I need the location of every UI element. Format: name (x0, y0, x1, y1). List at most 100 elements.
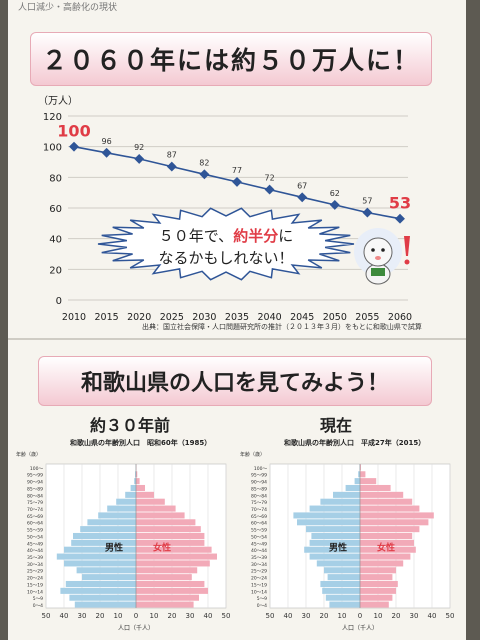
male-bar-5 (76, 567, 136, 574)
female-bar-16 (136, 491, 154, 498)
x-axis-label: 人口（千人） (118, 624, 154, 632)
male-label: 男性 (329, 541, 347, 553)
age-label: 0～4 (33, 603, 43, 609)
age-label: 65～69 (251, 514, 267, 520)
age-label: 95～99 (27, 473, 43, 479)
female-bar-9 (360, 539, 414, 546)
female-bar-18 (136, 478, 140, 485)
female-bar-6 (360, 560, 404, 567)
age-label: 25～29 (27, 569, 43, 575)
age-label: 100～ (254, 466, 268, 472)
age-label: 85～89 (251, 486, 267, 492)
data-point-2025 (166, 161, 177, 172)
age-label: 75～79 (27, 500, 43, 506)
callout-line1-start: ５０年で、 (159, 227, 233, 245)
x-tick-label: 10 (374, 612, 383, 620)
age-label: 15～19 (251, 582, 267, 588)
data-label-2040: 72 (265, 174, 275, 183)
y-tick-label: 80 (49, 173, 62, 184)
male-bar-0 (74, 601, 136, 608)
female-bar-16 (360, 491, 404, 498)
female-bar-17 (136, 484, 145, 492)
x-tick-label: 0 (358, 612, 362, 620)
pyramid-1985-title: 和歌山県の年齢別人口 昭和60年（1985） (70, 439, 212, 447)
female-bar-9 (136, 539, 205, 546)
male-bar-9 (309, 539, 360, 546)
section-divider (8, 338, 466, 340)
x-tick-label: 2055 (355, 312, 379, 323)
age-label: 100～ (30, 466, 44, 472)
male-bar-1 (325, 594, 360, 601)
age-label: 30～34 (27, 562, 43, 568)
female-bar-14 (360, 505, 420, 512)
x-tick-label: 50 (446, 612, 455, 620)
x-tick-label: 2035 (225, 312, 249, 323)
x-tick-label: 30 (186, 612, 195, 620)
male-bar-7 (56, 553, 136, 560)
male-bar-14 (309, 505, 360, 512)
female-bar-18 (360, 478, 377, 485)
x-tick-label: 20 (392, 612, 401, 620)
male-label: 男性 (105, 541, 123, 553)
y-tick-label: 120 (43, 112, 62, 123)
female-bar-13 (360, 512, 434, 519)
male-bar-18 (354, 478, 360, 485)
mascot-eye-left (371, 248, 375, 252)
data-label-2020: 92 (134, 143, 144, 152)
female-bar-0 (360, 601, 389, 608)
x-tick-label: 0 (134, 612, 138, 620)
mascot-mouth (375, 256, 381, 260)
callout-highlight: 約半分 (233, 227, 278, 245)
female-bar-19 (360, 471, 366, 478)
x-tick-label: 10 (150, 612, 159, 620)
x-tick-label: 2060 (388, 312, 412, 323)
y-axis-label: （万人） (38, 95, 78, 107)
age-label: 0～4 (257, 603, 267, 609)
age-label: 5～9 (257, 596, 267, 602)
female-bar-10 (136, 532, 205, 540)
female-bar-11 (360, 526, 420, 533)
female-bar-1 (360, 594, 393, 601)
female-bar-8 (136, 546, 212, 553)
female-bar-8 (360, 546, 416, 553)
age-label: 65～69 (27, 514, 43, 520)
male-bar-2 (60, 587, 136, 594)
male-bar-19 (358, 471, 360, 478)
age-label: 10～14 (251, 589, 267, 595)
female-bar-2 (136, 587, 208, 594)
age-label: 70～74 (251, 507, 267, 513)
female-label: 女性 (377, 541, 395, 553)
female-bar-10 (360, 532, 413, 540)
age-label: 20～24 (251, 576, 267, 582)
female-label: 女性 (153, 541, 171, 553)
data-point-2040 (264, 184, 275, 195)
female-bar-3 (360, 580, 398, 588)
mascot-head (363, 237, 393, 267)
paper-page: 人口減少・高齢化の現状 ２０６０年には約５０万人に！ （万人） 0 20 40 60 80… (8, 0, 466, 640)
age-label: 55～59 (251, 528, 267, 534)
x-tick-label: 2015 (95, 312, 119, 323)
male-bar-17 (130, 484, 136, 492)
female-bar-4 (136, 574, 192, 581)
male-bar-10 (73, 532, 136, 540)
male-bar-6 (316, 560, 360, 567)
female-bar-3 (136, 580, 205, 588)
age-label: 30～34 (251, 562, 267, 568)
age-label: 60～64 (27, 521, 43, 527)
x-tick-label: 50 (266, 612, 275, 620)
female-bar-7 (360, 553, 411, 560)
x-tick-label: 50 (222, 612, 231, 620)
data-label-2030: 82 (199, 158, 209, 167)
x-tick-label: 2020 (127, 312, 151, 323)
female-bar-2 (360, 587, 396, 594)
age-label: 45～49 (251, 541, 267, 547)
x-tick-label: 40 (428, 612, 437, 620)
data-point-2050 (329, 199, 340, 210)
female-bar-0 (136, 601, 194, 608)
male-bar-2 (322, 587, 360, 594)
age-label: 5～9 (33, 596, 43, 602)
male-bar-3 (65, 580, 136, 588)
y-tick-label: 60 (49, 204, 62, 215)
x-tick-label: 40 (60, 612, 69, 620)
